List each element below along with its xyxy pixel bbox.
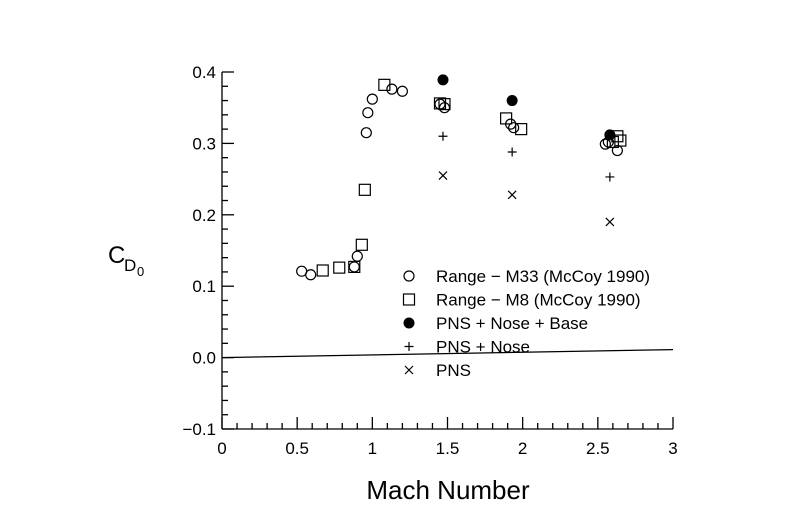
data-point [378,78,391,91]
x-axis-title: Mach Number [366,475,530,505]
legend-marker [404,342,414,351]
legend: Range − M33 (McCoy 1990) Range − M8 (McCo… [402,267,650,380]
legend-item: PNS + Nose + Base [403,314,588,333]
x-tick-label: 1 [368,439,377,458]
legend-item: PNS + Nose [404,338,530,357]
legend-marker [403,270,415,282]
y-tick-label: 0.2 [192,206,216,225]
y-tick-label: −0.1 [182,420,216,439]
legend-item: Range − M33 (McCoy 1990) [403,267,650,286]
data-point [605,172,615,182]
data-point [305,269,317,281]
data-point [507,147,517,157]
plot-marks [296,74,627,281]
y-axis-title: C D 0 [108,242,144,279]
y-axis-title-sub: D [124,256,136,275]
x-tick-label: 0.5 [285,439,309,458]
legend-item: Range − M8 (McCoy 1990) [402,291,641,310]
series-plus [438,131,615,182]
series-open-square [316,78,627,277]
data-point [614,134,627,147]
x-tick-label: 2 [518,439,527,458]
data-point [438,171,448,180]
data-point [360,127,372,139]
y-tick-label: 0.1 [192,277,216,296]
ticks: 0 0.5 1 1.5 2 2.5 3 −0.1 0.0 0.1 0.2 0.3 0.4 [182,63,677,458]
y-tick-label: 0.0 [192,349,216,368]
data-point [599,138,611,150]
data-point [438,131,448,141]
data-point [333,261,346,274]
x-tick-label: 1.5 [436,439,460,458]
data-point [366,93,378,105]
y-tick-label: 0.4 [192,63,216,82]
data-point [348,261,360,273]
legend-label: Range − M8 (McCoy 1990) [436,291,641,310]
data-point [500,112,513,125]
data-point [433,97,447,110]
data-point [396,85,408,97]
data-point [605,217,615,227]
legend-label: PNS + Nose [436,338,530,357]
y-axis-title-subsub: 0 [137,264,144,279]
x-tick-label: 0 [217,439,226,458]
series-filled-circle [437,74,616,141]
data-point [358,183,371,196]
data-point [348,260,361,274]
legend-marker [404,365,414,375]
y-axis-title-main: C [108,242,125,269]
y-tick-label: 0.3 [192,134,216,153]
data-point [362,107,374,119]
legend-marker [403,317,415,329]
series-open-circle [296,83,623,281]
data-point [437,74,449,86]
x-tick-label: 2.5 [586,439,610,458]
legend-marker [402,293,416,306]
data-point [386,83,398,95]
series-x [438,171,615,227]
zero-reference-line [221,348,674,359]
data-point [515,123,528,136]
legend-label: PNS + Nose + Base [436,314,588,333]
data-point [316,264,329,277]
x-tick-label: 3 [668,439,677,458]
legend-item: PNS [404,361,471,380]
legend-label: PNS [436,361,471,380]
data-point [355,238,368,251]
data-point [604,129,616,141]
data-point [438,98,451,111]
data-point [351,250,363,262]
data-point [507,190,517,200]
data-point [508,122,520,134]
legend-label: Range − M33 (McCoy 1990) [436,267,650,286]
data-point [506,95,518,107]
